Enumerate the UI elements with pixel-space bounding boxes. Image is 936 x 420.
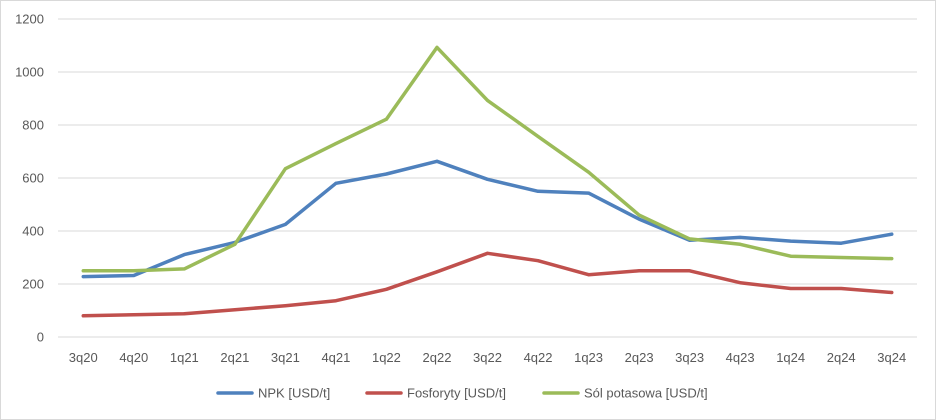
x-tick-label: 4q21 bbox=[321, 350, 350, 365]
x-tick-label: 1q22 bbox=[372, 350, 401, 365]
data-point bbox=[81, 314, 85, 318]
data-point bbox=[486, 251, 489, 255]
series-line-1 bbox=[81, 251, 894, 318]
y-tick-label: 800 bbox=[22, 118, 44, 133]
x-tick-label: 4q22 bbox=[524, 350, 553, 365]
data-point bbox=[486, 98, 489, 102]
data-point bbox=[839, 256, 843, 259]
data-point bbox=[738, 281, 742, 285]
x-tick-label: 2q22 bbox=[423, 350, 452, 365]
data-point bbox=[233, 308, 237, 312]
data-point bbox=[839, 241, 843, 245]
data-point bbox=[637, 269, 641, 273]
series-line-2 bbox=[81, 45, 894, 273]
data-point bbox=[789, 239, 793, 243]
data-point bbox=[435, 270, 439, 274]
data-point bbox=[334, 181, 338, 185]
legend-label-0: NPK [USD/t] bbox=[258, 386, 330, 401]
data-point bbox=[688, 237, 692, 241]
data-point bbox=[81, 275, 85, 279]
x-tick-label: 3q21 bbox=[271, 350, 300, 365]
data-point bbox=[132, 269, 136, 273]
y-axis-tick-labels: 0 200 400 600 800 1000 1200 bbox=[15, 12, 44, 345]
x-tick-label: 2q24 bbox=[827, 350, 856, 365]
x-axis-tick-labels: 3q20 4q20 1q21 2q21 3q21 4q21 1q22 2q22 3q22 4q22… bbox=[69, 350, 906, 365]
data-point bbox=[81, 269, 85, 273]
data-point bbox=[688, 269, 692, 273]
data-point bbox=[283, 167, 287, 171]
data-point bbox=[789, 287, 793, 291]
data-point bbox=[536, 259, 540, 263]
data-point bbox=[536, 189, 540, 193]
data-point bbox=[384, 172, 388, 176]
y-tick-label: 200 bbox=[22, 277, 44, 292]
data-point bbox=[182, 312, 186, 316]
data-point bbox=[435, 45, 439, 49]
y-tick-label: 600 bbox=[22, 171, 44, 186]
x-tick-label: 1q23 bbox=[574, 350, 603, 365]
series-lines bbox=[81, 45, 894, 318]
data-point bbox=[384, 287, 388, 291]
legend-label-2: Sól potasowa [USD/t] bbox=[584, 386, 708, 401]
data-point bbox=[637, 213, 641, 217]
x-tick-label: 2q21 bbox=[220, 350, 249, 365]
y-tick-label: 400 bbox=[22, 224, 44, 239]
y-tick-label: 1200 bbox=[15, 12, 44, 27]
data-point bbox=[839, 287, 843, 291]
data-point bbox=[334, 299, 338, 303]
x-tick-label: 4q20 bbox=[119, 350, 148, 365]
data-point bbox=[890, 290, 894, 294]
data-point bbox=[283, 222, 287, 226]
data-point bbox=[738, 242, 742, 246]
x-tick-label: 2q23 bbox=[625, 350, 654, 365]
data-point bbox=[486, 177, 489, 181]
data-point bbox=[789, 254, 793, 258]
gridlines bbox=[58, 18, 917, 338]
x-tick-label: 4q23 bbox=[726, 350, 755, 365]
x-tick-label: 3q20 bbox=[69, 350, 98, 365]
data-point bbox=[890, 257, 894, 261]
data-point bbox=[587, 170, 591, 174]
x-tick-label: 3q24 bbox=[877, 350, 906, 365]
y-tick-label: 1000 bbox=[15, 65, 44, 80]
data-point bbox=[738, 235, 742, 239]
data-point bbox=[587, 191, 591, 195]
x-tick-label: 1q24 bbox=[776, 350, 805, 365]
data-point bbox=[435, 159, 439, 163]
y-tick-label: 0 bbox=[37, 330, 44, 345]
data-point bbox=[536, 134, 540, 138]
x-tick-label: 3q22 bbox=[473, 350, 502, 365]
x-tick-label: 3q23 bbox=[675, 350, 704, 365]
data-point bbox=[233, 242, 237, 246]
data-point bbox=[587, 273, 591, 277]
data-point bbox=[637, 217, 641, 221]
x-tick-label: 1q21 bbox=[170, 350, 199, 365]
data-point bbox=[182, 253, 186, 257]
data-point bbox=[334, 142, 338, 146]
data-point bbox=[132, 313, 136, 317]
legend: NPK [USD/t] Fosforyty [USD/t] Sól potasowa… bbox=[216, 386, 708, 401]
data-point bbox=[890, 232, 894, 236]
data-point bbox=[132, 274, 136, 278]
data-point bbox=[384, 117, 388, 121]
data-point bbox=[182, 267, 186, 271]
legend-label-1: Fosforyty [USD/t] bbox=[407, 386, 506, 401]
data-point bbox=[283, 304, 287, 308]
